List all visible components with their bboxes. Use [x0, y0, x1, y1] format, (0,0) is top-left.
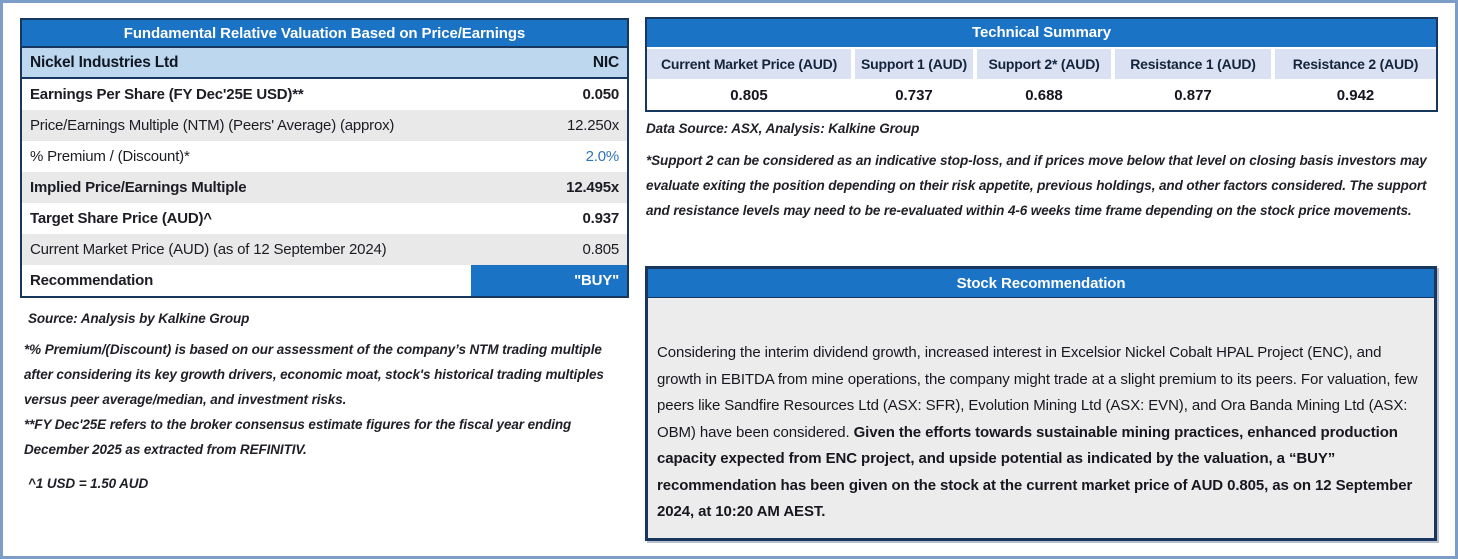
row-value: 12.250x: [567, 117, 619, 134]
row-value: 2.0%: [585, 148, 620, 165]
row-label: Current Market Price (AUD) (as of 12 Sep…: [30, 241, 387, 258]
stock-recommendation-text: Considering the interim dividend growth,…: [648, 298, 1434, 536]
row-label: Implied Price/Earnings Multiple: [30, 179, 247, 196]
tech-column-value: 0.942: [1275, 82, 1436, 110]
technical-summary-headers: Current Market Price (AUD) Support 1 (AUD…: [647, 49, 1436, 79]
recommendation-text-bold: Given the efforts towards sustainable mi…: [657, 423, 1413, 521]
valuation-row: Current Market Price (AUD) (as of 12 Sep…: [22, 234, 627, 265]
row-label: Target Share Price (AUD)^: [30, 210, 212, 227]
row-value: 0.050: [582, 86, 619, 103]
company-ticker: NIC: [592, 53, 619, 71]
valuation-table: Fundamental Relative Valuation Based on …: [20, 18, 629, 298]
tech-column-value: 0.877: [1115, 82, 1271, 110]
row-value: "BUY": [471, 265, 627, 296]
row-value: 0.937: [582, 210, 619, 227]
row-label: Price/Earnings Multiple (NTM) (Peers' Av…: [30, 117, 395, 134]
valuation-row: Earnings Per Share (FY Dec'25E USD)** 0.0…: [22, 79, 627, 110]
valuation-source-note: Source: Analysis by Kalkine Group: [28, 311, 250, 326]
valuation-rows: Earnings Per Share (FY Dec'25E USD)** 0.0…: [22, 79, 627, 296]
tech-column-value: 0.805: [647, 82, 851, 110]
premium-discount-footnote: *% Premium/(Discount) is based on our as…: [24, 342, 604, 407]
company-row: Nickel Industries Ltd NIC: [22, 48, 627, 79]
technical-summary-title: Technical Summary: [647, 19, 1436, 47]
valuation-row: Implied Price/Earnings Multiple 12.495x: [22, 172, 627, 203]
row-label: % Premium / (Discount)*: [30, 148, 190, 165]
technical-summary-values: 0.805 0.737 0.688 0.877 0.942: [647, 82, 1436, 110]
fx-rate-footnote: ^1 USD = 1.50 AUD: [28, 476, 149, 491]
tech-column-value: 0.737: [855, 82, 973, 110]
row-value: 0.805: [582, 241, 619, 258]
support-stop-loss-note: *Support 2 can be considered as an indic…: [646, 153, 1427, 218]
technical-summary-table: Technical Summary Current Market Price (…: [645, 17, 1438, 112]
fy-estimate-footnote: **FY Dec'25E refers to the broker consen…: [24, 417, 572, 457]
tech-column-header: Current Market Price (AUD): [647, 49, 851, 79]
valuation-row: % Premium / (Discount)* 2.0%: [22, 141, 627, 172]
stock-recommendation-title: Stock Recommendation: [648, 269, 1434, 298]
recommendation-text-regular: Considering the interim dividend growth,…: [657, 344, 1418, 441]
valuation-row: Price/Earnings Multiple (NTM) (Peers' Av…: [22, 110, 627, 141]
valuation-row: Recommendation "BUY": [22, 265, 627, 296]
valuation-row: Target Share Price (AUD)^ 0.937: [22, 203, 627, 234]
row-value: 12.495x: [566, 179, 619, 196]
tech-column-header: Resistance 1 (AUD): [1115, 49, 1271, 79]
tech-column-header: Support 1 (AUD): [855, 49, 973, 79]
company-name: Nickel Industries Ltd: [30, 53, 179, 71]
valuation-table-title: Fundamental Relative Valuation Based on …: [22, 20, 627, 48]
row-label: Earnings Per Share (FY Dec'25E USD)**: [30, 86, 304, 103]
stock-recommendation-box: Stock Recommendation Considering the int…: [645, 266, 1437, 541]
tech-column-header: Resistance 2 (AUD): [1275, 49, 1436, 79]
tech-column-value: 0.688: [977, 82, 1111, 110]
row-label: Recommendation: [30, 272, 154, 289]
tech-column-header: Support 2* (AUD): [977, 49, 1111, 79]
technical-data-source-note: Data Source: ASX, Analysis: Kalkine Grou…: [646, 121, 920, 136]
